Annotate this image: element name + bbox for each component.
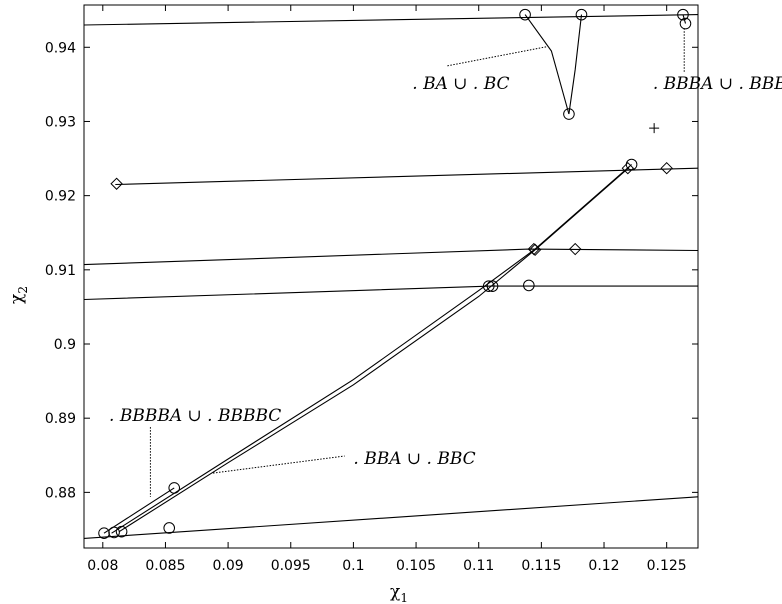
series-line-3 bbox=[83, 248, 699, 266]
circle-marker-12 bbox=[115, 525, 128, 538]
y-tick-label: 0.9 bbox=[54, 337, 76, 353]
series-line-2 bbox=[115, 167, 699, 186]
diamond-marker-1 bbox=[110, 177, 123, 190]
y-tick-label: 0.88 bbox=[45, 485, 76, 501]
circle-marker-4 bbox=[677, 8, 689, 21]
x-tick-label: 0.08 bbox=[87, 558, 118, 574]
annotation-leaders bbox=[149, 27, 685, 497]
annotation-label-4: . BBA ∪ . BBC bbox=[353, 449, 475, 469]
circle-marker-5 bbox=[679, 17, 692, 30]
x-tick-label: 0.1 bbox=[342, 558, 364, 574]
series-line-4 bbox=[83, 285, 698, 301]
circle-marker-1 bbox=[519, 8, 531, 21]
series-line-7 bbox=[111, 164, 632, 534]
circle-marker-10 bbox=[98, 527, 110, 539]
annotation-label-3: . BBBBA ∪ . BBBBC bbox=[109, 406, 281, 426]
annotation-leader-4 bbox=[213, 455, 345, 474]
x-tick-label: 0.105 bbox=[396, 558, 436, 574]
y-tick-label: 0.91 bbox=[45, 263, 76, 279]
circle-marker-7 bbox=[482, 280, 495, 292]
diamond-marker-2 bbox=[621, 161, 635, 175]
y-tick-label: 0.92 bbox=[45, 189, 76, 205]
diamond-marker-5 bbox=[528, 243, 542, 257]
x-axis-ticks: 0.08 0.085 0.09 0.095 0.1 0.105 0.11 0.115 0.12 0… bbox=[87, 5, 687, 574]
annotation-label-1: . BA ∪ . BC bbox=[412, 74, 509, 94]
x-tick-label: 0.095 bbox=[271, 558, 311, 574]
circle-marker-2 bbox=[575, 8, 588, 21]
x-tick-label: 0.125 bbox=[647, 558, 687, 574]
circle-marker-8 bbox=[486, 280, 499, 292]
x-tick-label: 0.09 bbox=[213, 558, 244, 574]
diamond-marker-3 bbox=[660, 161, 673, 175]
plus-marker-1 bbox=[649, 123, 660, 134]
y-tick-label: 0.93 bbox=[45, 114, 76, 130]
plot-lines bbox=[83, 14, 699, 539]
plot-markers bbox=[98, 8, 692, 539]
circle-marker-11 bbox=[108, 526, 120, 539]
annotation-labels: . BA ∪ . BC . BBBA ∪ . BBBC . BBBBA ∪ . BB… bbox=[109, 74, 782, 469]
series-line-11 bbox=[682, 14, 687, 24]
circle-marker-13 bbox=[163, 522, 176, 534]
series-line-8 bbox=[103, 487, 175, 534]
annotation-leader-1 bbox=[447, 46, 548, 67]
y-tick-label: 0.94 bbox=[45, 40, 76, 56]
y-axis-ticks: 0.88 0.89 0.9 0.91 0.92 0.93 0.94 bbox=[45, 40, 698, 501]
series-line-5 bbox=[83, 496, 699, 539]
plot-area-frame bbox=[83, 4, 699, 549]
series-line-10 bbox=[568, 14, 583, 115]
x-tick-label: 0.115 bbox=[521, 558, 561, 574]
series-line-9 bbox=[524, 14, 570, 115]
circle-marker-3 bbox=[563, 108, 575, 120]
series-line-1 bbox=[83, 14, 699, 26]
diamond-marker-6 bbox=[568, 242, 582, 256]
y-axis-label: χ2 bbox=[7, 286, 30, 304]
x-tick-label: 0.11 bbox=[463, 558, 494, 574]
y-tick-label: 0.89 bbox=[45, 411, 76, 427]
x-tick-label: 0.12 bbox=[588, 558, 619, 574]
x-axis-label: χ1 bbox=[390, 582, 408, 604]
circle-marker-9 bbox=[523, 279, 535, 292]
series-line-6 bbox=[118, 167, 630, 533]
circle-marker-14 bbox=[168, 482, 181, 494]
annotation-label-2: . BBBA ∪ . BBBC bbox=[653, 74, 782, 94]
x-tick-label: 0.085 bbox=[145, 558, 185, 574]
